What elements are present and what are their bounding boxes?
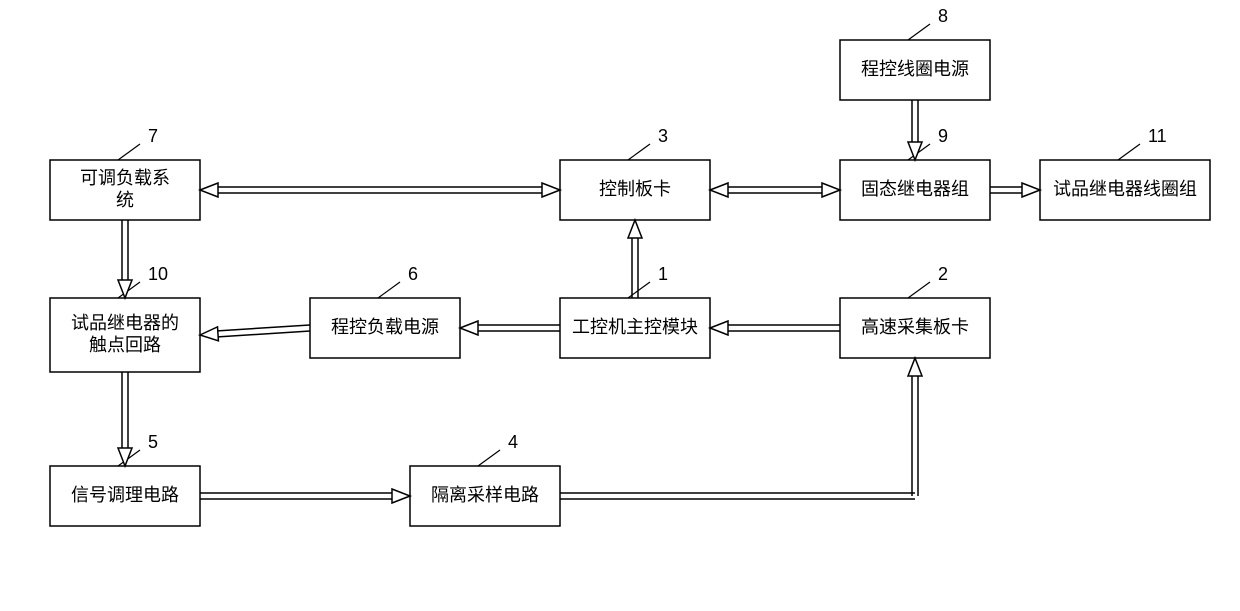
node-b3-label: 控制板卡 [599,179,671,199]
node-b10-label: 触点回路 [89,335,161,355]
node-b1-num: 1 [658,264,668,284]
leader-b3 [628,144,650,160]
leader-b4 [478,450,500,466]
node-b6-num: 6 [408,264,418,284]
node-b10-label: 试品继电器的 [71,313,179,333]
arrow-head [542,183,560,197]
node-b5-num: 5 [148,432,158,452]
node-b8-num: 8 [938,6,948,26]
node-b9-label: 固态继电器组 [861,179,969,199]
arrow-head [908,358,922,376]
node-b9-num: 9 [938,126,948,146]
node-b11-num: 11 [1148,126,1167,146]
node-b10-num: 10 [148,264,168,284]
node-b2-num: 2 [938,264,948,284]
node-b4-num: 4 [508,432,518,452]
node-b3-num: 3 [658,126,668,146]
arrow-head [200,183,218,197]
arrow-head [200,327,218,341]
arrow-shaft [218,325,310,331]
arrow-head [392,489,410,503]
leader-b11 [1118,144,1140,160]
leader-b7 [118,144,140,160]
arrow-head [822,183,840,197]
leader-b2 [908,282,930,298]
arrow-head [628,220,642,238]
arrow-shaft [218,331,310,337]
arrow-head [1022,183,1040,197]
node-b7-num: 7 [148,126,158,146]
node-b6-label: 程控负载电源 [331,317,439,337]
leader-b6 [378,282,400,298]
node-b11-label: 试品继电器线圈组 [1053,179,1197,199]
node-b5-label: 信号调理电路 [71,485,179,505]
leader-b8 [908,24,930,40]
node-b1-label: 工控机主控模块 [572,317,698,337]
node-b4-label: 隔离采样电路 [431,485,539,505]
node-b2-label: 高速采集板卡 [861,317,969,337]
node-b8-label: 程控线圈电源 [861,59,969,79]
arrow-head [710,321,728,335]
node-b7-label: 统 [116,190,134,210]
arrow-head [460,321,478,335]
arrow-head [710,183,728,197]
node-b7-label: 可调负载系 [80,168,170,188]
